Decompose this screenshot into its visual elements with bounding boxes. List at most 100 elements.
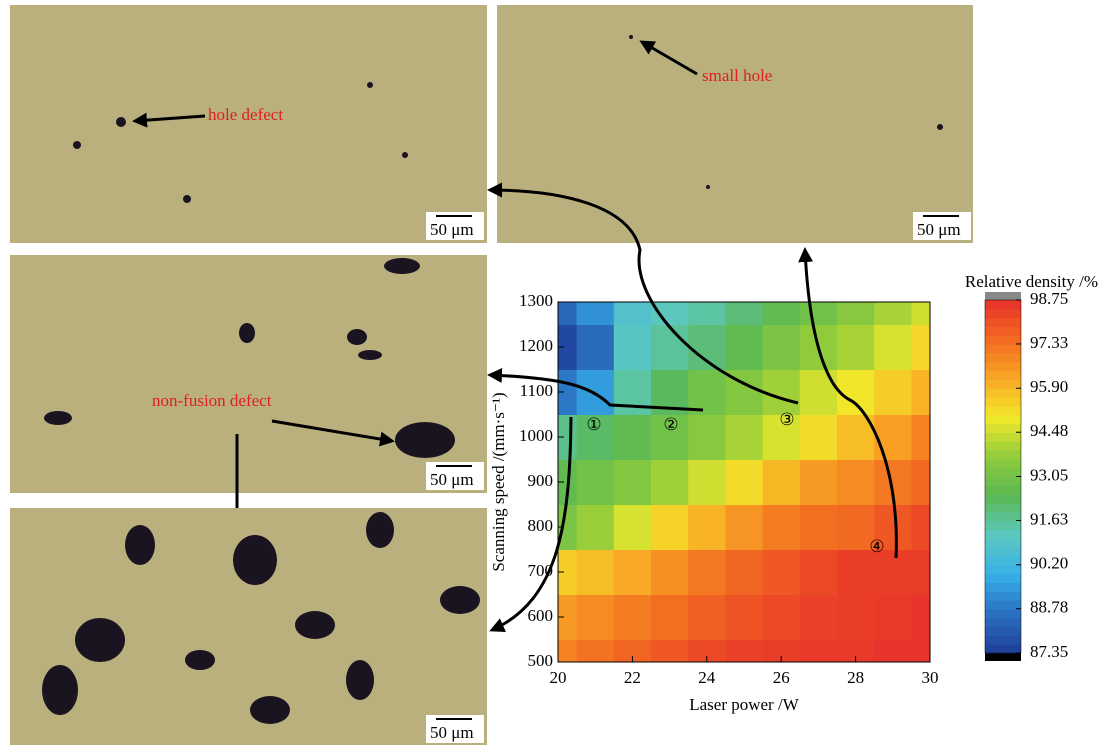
x-tick-label: 26 [773,668,790,687]
x-tick-label: 30 [922,668,939,687]
scale-label: 50 μm [917,220,961,239]
density-cell [725,595,763,641]
colorbar-band [985,582,1021,591]
x-tick-label: 22 [624,668,641,687]
colorbar-band [985,309,1021,318]
annotation: ④ [869,537,884,556]
density-cell [651,550,689,596]
micrograph-image [10,255,487,493]
colorbar-band [985,300,1021,309]
annotation: ③ [779,410,794,429]
density-cell [725,550,763,596]
density-cell [763,550,801,596]
density-cell [763,595,801,641]
colorbar-band [985,371,1021,380]
annotation: hole defect [208,105,283,124]
density-cell [577,640,615,708]
x-axis-label: Laser power /W [689,695,799,714]
density-cell [800,550,838,596]
density-cell [725,325,763,371]
density-cell [874,325,912,371]
density-cell [688,595,726,641]
density-cell [577,257,615,325]
density-cell [874,640,912,708]
y-tick-label: 1000 [519,426,553,445]
colorbar-band [985,353,1021,362]
hole [937,124,943,130]
defect [185,650,215,670]
hole [629,35,633,39]
hole [73,141,81,149]
density-cell [874,415,912,461]
defect [75,618,125,662]
density-cell [577,505,615,551]
colorbar-band [985,600,1021,609]
y-tick-label: 600 [528,606,554,625]
density-cell [763,257,801,325]
colorbar-band [985,618,1021,627]
density-cell [688,325,726,371]
colorbar-band [985,485,1021,494]
density-cell [800,505,838,551]
defect [395,422,455,458]
density-cell [874,550,912,596]
y-tick-label: 900 [528,471,554,490]
micrograph: small hole 50 μm [497,5,973,243]
density-cell [688,415,726,461]
y-tick-label: 800 [528,516,554,535]
density-cell [688,505,726,551]
density-cell [614,325,652,371]
density-cell [911,415,967,461]
density-cell [651,595,689,641]
colorbar-tick-label: 97.33 [1030,333,1068,352]
density-cell [800,460,838,506]
colorbar-band [985,459,1021,468]
annotation: ② [663,415,678,434]
colorbar-band [985,424,1021,433]
y-tick-label: 1300 [519,291,553,310]
colorbar-band [985,335,1021,344]
density-cell [911,550,967,596]
hole [402,152,408,158]
density-cell [688,257,726,325]
density-cell [763,370,801,416]
colorbar-band [985,635,1021,644]
colorbar-band [985,512,1021,521]
density-cell [725,460,763,506]
density-cell [911,370,967,416]
defect [440,586,480,614]
colorbar-band [985,565,1021,574]
colorbar-band [985,503,1021,512]
colorbar-band [985,326,1021,335]
density-cell [911,595,967,641]
density-cell [800,595,838,641]
colorbar-band [985,468,1021,477]
density-cell [763,505,801,551]
colorbar-band [985,388,1021,397]
micrograph: hole defect 50 μm [10,5,487,243]
colorbar-band [985,441,1021,450]
density-cell [911,325,967,371]
scale-label: 50 μm [430,470,474,489]
density-cell [874,595,912,641]
colorbar-tick-label: 90.20 [1030,554,1068,573]
colorbar-band [985,406,1021,415]
colorbar-band [985,547,1021,556]
density-cell [651,640,689,708]
density-cell [577,550,615,596]
colorbar-band [985,521,1021,530]
density-cell [874,370,912,416]
colorbar-band [985,397,1021,406]
colorbar-tick-label: 98.75 [1030,289,1068,308]
plot-area [521,257,968,708]
colorbar-band [985,609,1021,618]
colorbar-band [985,318,1021,327]
colorbar-band [985,477,1021,486]
x-tick-label: 24 [698,668,716,687]
scale-label: 50 μm [430,723,474,742]
colorbar-extension [985,292,1021,300]
density-cell [874,257,912,325]
density-cell [614,460,652,506]
colorbar-tick-label: 91.63 [1030,509,1068,528]
defect [295,611,335,639]
